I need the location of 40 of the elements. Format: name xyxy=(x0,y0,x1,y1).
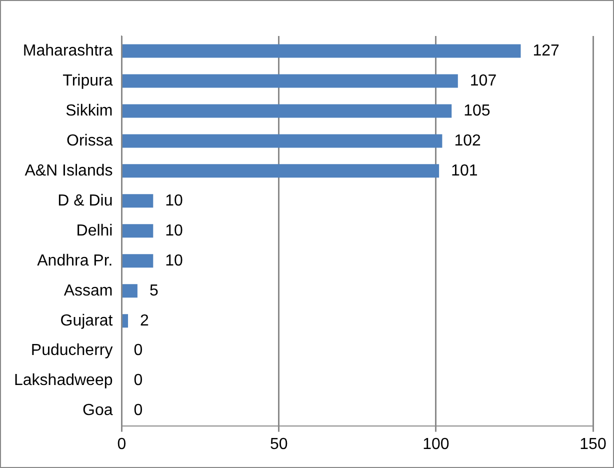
x-tick-label: 150 xyxy=(580,436,606,453)
bar xyxy=(122,284,138,298)
data-label: 2 xyxy=(140,312,150,330)
data-label: 10 xyxy=(165,222,184,240)
y-tick-label: Andhra Pr. xyxy=(37,252,113,270)
x-tick-label: 50 xyxy=(270,436,288,453)
data-label: 0 xyxy=(134,402,143,420)
data-label: 0 xyxy=(134,342,143,360)
data-label: 10 xyxy=(165,192,184,210)
data-label: 5 xyxy=(149,282,158,300)
data-label: 0 xyxy=(134,372,143,390)
bar xyxy=(122,224,154,238)
y-tick-label: Delhi xyxy=(76,222,113,240)
y-tick-label: Maharashtra xyxy=(22,42,113,60)
y-tick-label: Goa xyxy=(82,402,113,420)
bar xyxy=(122,74,458,88)
x-tick-label: 0 xyxy=(117,436,126,453)
y-tick-label: Orissa xyxy=(66,132,113,150)
data-label: 107 xyxy=(470,72,497,90)
bar xyxy=(122,194,154,208)
data-label: 127 xyxy=(532,42,560,60)
y-tick-label: Assam xyxy=(64,282,113,300)
bar xyxy=(122,104,452,118)
bar xyxy=(122,254,154,268)
data-label: 10 xyxy=(165,252,184,270)
y-tick-label: Gujarat xyxy=(60,312,114,330)
y-tick-label: D & Diu xyxy=(58,192,113,210)
data-label: 101 xyxy=(451,162,478,180)
bar xyxy=(122,164,440,178)
y-tick-label: Sikkim xyxy=(66,102,113,120)
y-tick-label: Puducherry xyxy=(30,342,113,360)
data-label: 105 xyxy=(464,102,490,120)
x-tick-label: 100 xyxy=(422,436,450,453)
bar xyxy=(122,44,521,58)
y-tick-label: A&N Islands xyxy=(24,162,113,180)
data-label: 102 xyxy=(454,132,481,150)
bar xyxy=(122,314,128,328)
y-tick-label: Lakshadweep xyxy=(14,372,113,390)
y-tick-label: Tripura xyxy=(62,72,113,90)
bar xyxy=(122,134,442,148)
